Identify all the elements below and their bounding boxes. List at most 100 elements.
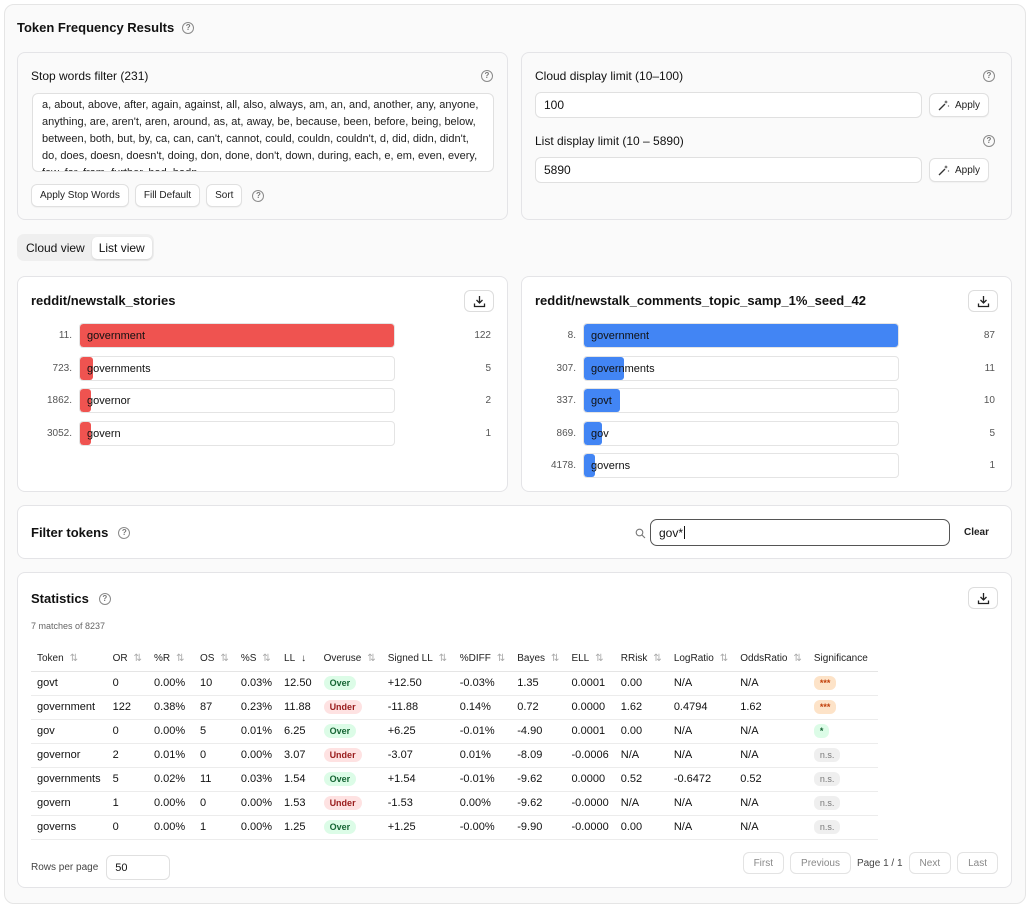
column-header[interactable]: %S ⇅ — [234, 646, 279, 672]
help-icon[interactable]: ? — [252, 189, 265, 202]
help-icon[interactable]: ? — [481, 70, 493, 82]
bar-count: 1 — [485, 427, 491, 439]
table-cell: 0.00% — [147, 671, 194, 696]
bar-row[interactable]: 4178. governs 1 — [522, 453, 1011, 478]
apply-list-limit-button[interactable]: Apply — [929, 158, 990, 182]
significance-badge: * — [813, 724, 830, 738]
table-cell: -11.88 — [381, 695, 454, 720]
table-cell: N/A — [614, 791, 668, 816]
statistics-title: Statistics ? — [31, 591, 111, 606]
download-button[interactable] — [968, 290, 998, 312]
column-header[interactable]: %R ⇅ — [147, 646, 194, 672]
bar-row[interactable]: 11. government 122 — [18, 323, 507, 348]
help-icon[interactable]: ? — [983, 135, 995, 147]
table-cell: n.s. — [807, 815, 878, 840]
sort-icon[interactable]: ⇅ — [176, 652, 185, 664]
sort-icon[interactable]: ⇅ — [367, 652, 376, 664]
column-header[interactable]: OR ⇅ — [106, 646, 148, 672]
sort-icon[interactable]: ⇅ — [719, 652, 729, 664]
table-cell: 0.01% — [147, 743, 194, 768]
table-cell: N/A — [667, 791, 735, 816]
cloud-limit-input[interactable]: 100 — [535, 92, 922, 118]
bar-row[interactable]: 869. gov 5 — [522, 420, 1011, 446]
cloud-view-tab[interactable]: Cloud view — [26, 240, 85, 255]
list-limit-input[interactable]: 5890 — [535, 157, 922, 183]
sort-button[interactable]: Sort — [206, 184, 243, 207]
bar-row[interactable]: 1862. governor 2 — [18, 388, 507, 413]
sort-desc-icon[interactable]: ↓ — [301, 652, 307, 664]
bar-track: government — [583, 323, 899, 348]
column-header[interactable]: OddsRatio ⇅ — [734, 646, 808, 672]
last-page-button[interactable]: Last — [957, 852, 998, 874]
stop-words-textarea[interactable] — [32, 93, 494, 172]
sort-icon[interactable]: ⇅ — [438, 652, 448, 664]
bar-rank: 337. — [556, 395, 576, 406]
help-icon[interactable]: ? — [182, 21, 195, 34]
column-header[interactable]: Bayes ⇅ — [511, 646, 566, 672]
filter-input[interactable]: gov* — [650, 519, 950, 546]
sort-icon[interactable]: ⇅ — [551, 652, 560, 664]
column-header[interactable]: LogRatio ⇅ — [667, 646, 735, 672]
bar-row[interactable]: 723. governments 5 — [18, 355, 507, 381]
column-header[interactable]: RRisk ⇅ — [614, 646, 668, 672]
bar-rank: 1862. — [46, 395, 72, 406]
bar-row[interactable]: 307. governments 11 — [522, 355, 1011, 381]
apply-stop-words-button[interactable]: Apply Stop Words — [31, 184, 129, 207]
list-limit-header: List display limit (10 – 5890) ? — [535, 134, 995, 148]
sort-icon[interactable]: ⇅ — [595, 652, 604, 664]
sort-icon[interactable]: ⇅ — [69, 652, 79, 664]
table-row[interactable]: govern 1 0.00% 0 0.00% 1.53 Under -1.53 0.00% -9.… — [31, 791, 878, 816]
table-cell: -0.0000 — [565, 791, 615, 816]
table-row[interactable]: governor 2 0.01% 0 0.00% 3.07 Under -3.07 0.01% -… — [31, 743, 878, 768]
sort-icon[interactable]: ⇅ — [653, 652, 662, 664]
help-icon[interactable]: ? — [983, 70, 995, 82]
list-view-tab[interactable]: List view — [91, 236, 152, 259]
overuse-badge: Under — [323, 796, 362, 810]
table-cell: N/A — [734, 791, 808, 816]
help-icon[interactable]: ? — [118, 526, 131, 539]
previous-page-button[interactable]: Previous — [790, 852, 851, 874]
column-header[interactable]: OS ⇅ — [193, 646, 235, 672]
apply-cloud-limit-button[interactable]: Apply — [929, 93, 990, 117]
table-row[interactable]: governments 5 0.02% 11 0.03% 1.54 Over +1.54 -0.… — [31, 767, 878, 792]
fill-default-button[interactable]: Fill Default — [134, 184, 201, 207]
table-cell: -4.90 — [511, 719, 566, 744]
column-header[interactable]: Significance — [807, 646, 878, 672]
table-cell: Under — [317, 791, 382, 816]
bar-row[interactable]: 337. govt 10 — [522, 388, 1011, 413]
help-icon[interactable]: ? — [98, 592, 111, 605]
column-header[interactable]: ELL ⇅ — [565, 646, 615, 672]
download-button[interactable] — [968, 587, 998, 609]
first-page-button[interactable]: First — [742, 852, 785, 874]
table-row[interactable]: governs 0 0.00% 1 0.00% 1.25 Over +1.25 -0.00% -9… — [31, 815, 878, 840]
table-cell: 0.23% — [234, 695, 279, 720]
bar-fill — [584, 454, 595, 477]
sort-icon[interactable]: ⇅ — [133, 652, 142, 664]
bar-row[interactable]: 8. government 87 — [522, 323, 1011, 348]
cloud-limit-label: Cloud display limit (10–100) — [535, 69, 684, 83]
column-header[interactable]: Token ⇅ — [31, 646, 107, 672]
table-cell: -0.03% — [453, 671, 512, 696]
table-row[interactable]: gov 0 0.00% 5 0.01% 6.25 Over +6.25 -0.01% -4.90 0… — [31, 719, 878, 744]
table-cell: 0.01% — [453, 743, 512, 768]
download-button[interactable] — [464, 290, 494, 312]
table-row[interactable]: govt 0 0.00% 10 0.03% 12.50 Over +12.50 -0.03% 1.… — [31, 671, 878, 696]
sort-icon[interactable]: ⇅ — [262, 652, 271, 664]
rows-per-page-input[interactable]: 50 — [106, 855, 171, 880]
table-row[interactable]: government 122 0.38% 87 0.23% 11.88 Under -11.8… — [31, 695, 878, 720]
clear-button[interactable]: Clear — [964, 527, 990, 538]
table-cell: -9.90 — [511, 815, 566, 840]
magic-wand-icon — [938, 100, 950, 111]
sort-icon[interactable]: ⇅ — [793, 652, 802, 664]
bar-count: 5 — [989, 427, 995, 439]
column-header[interactable]: LL ↓ — [278, 646, 318, 672]
sort-icon[interactable]: ⇅ — [496, 652, 506, 664]
column-header[interactable]: Signed LL ⇅ — [381, 646, 454, 672]
bar-row[interactable]: 3052. govern 1 — [18, 420, 507, 446]
table-cell: governments — [31, 767, 107, 792]
bar-track: government — [79, 323, 395, 348]
column-header[interactable]: Overuse ⇅ — [317, 646, 382, 672]
column-header[interactable]: %DIFF ⇅ — [453, 646, 512, 672]
next-page-button[interactable]: Next — [908, 852, 952, 874]
sort-icon[interactable]: ⇅ — [220, 652, 229, 664]
